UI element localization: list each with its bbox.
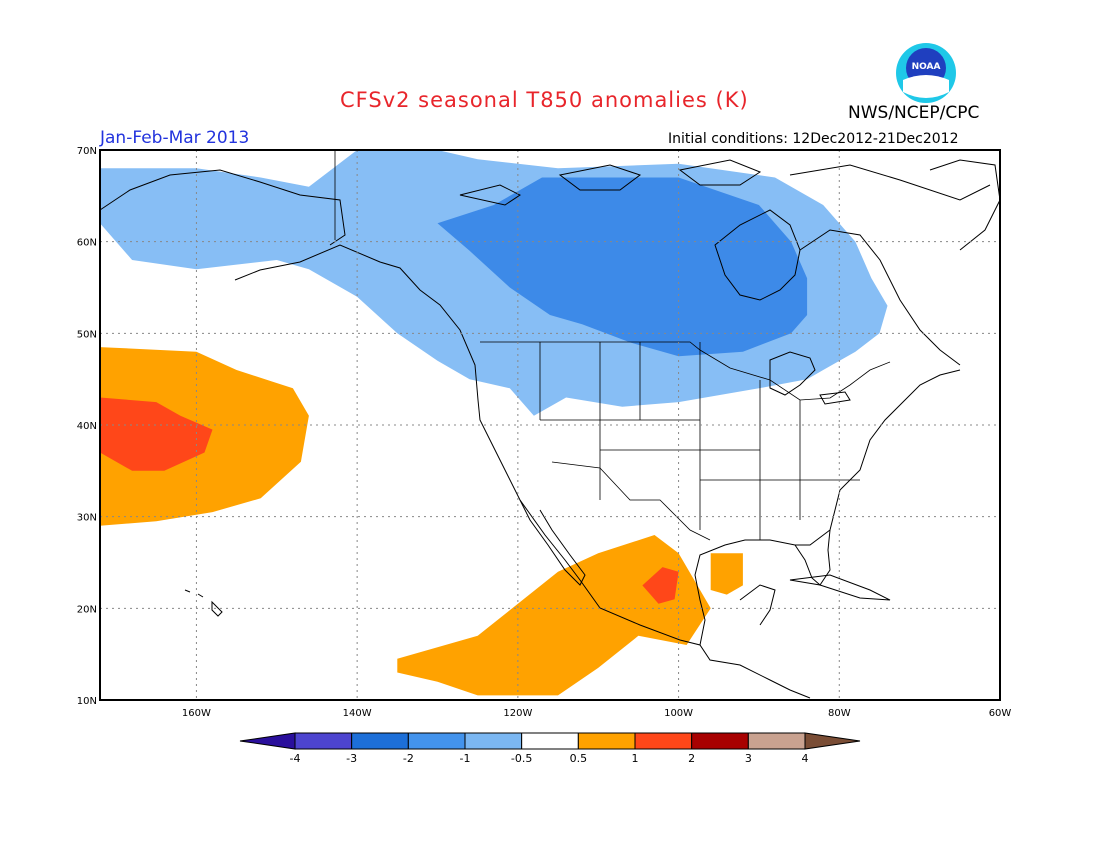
lon-tick-label: 160W [182,708,211,719]
agency-label: NWS/NCEP/CPC [848,103,980,123]
gulf-coast-line [694,369,961,646]
colorbar-label: -4 [290,752,301,765]
us-mexico-border [551,461,711,541]
colorbar-label: 4 [802,752,809,765]
colorbar-label: -0.5 [511,752,532,765]
hudson-bay-line [714,209,801,301]
lat-tick-label: 40N [77,421,97,432]
colorbar-label: 3 [745,752,752,765]
colorbar-label: 2 [688,752,695,765]
colorbar-box [294,732,353,750]
colorbar-max-arrow [804,732,861,750]
colorbar-box [464,732,523,750]
chart-title: CFSv2 seasonal T850 anomalies (K) [340,88,749,112]
colorbar-box [747,732,806,750]
lat-tick-label: 20N [77,604,97,615]
colorbar-label: -1 [460,752,471,765]
map-frame [99,149,1001,701]
region-warm-mexico-orange [397,535,711,696]
state-lines [539,342,860,540]
lat-tick-label: 10N [77,696,97,707]
lat-tick-label: 30N [77,513,97,524]
alaska-line [99,169,346,246]
axis-ticks: 160W 140W 120W 100W 80W 60W 10N 20N 30N 40N 50N 60N… [77,146,1012,719]
arctic-islands-line [459,159,991,206]
colorbar-box [351,732,409,750]
lat-tick-label: 50N [77,329,97,340]
cuba-line [789,574,891,601]
colorbar-min-arrow [239,732,296,750]
initial-conditions: Initial conditions: 12Dec2012-21Dec2012 [668,131,959,147]
lon-tick-label: 60W [989,708,1012,719]
colorbar-label: -2 [403,752,414,765]
west-coast-line [234,244,811,699]
colorbar-box [691,732,749,750]
colorbar-label: 0.5 [570,752,588,765]
region-warm-pacific-red [100,397,213,471]
colorbar: -4 -3 -2 -1 -0.5 0.5 1 2 3 4 [239,732,861,765]
lat-tick-label: 60N [77,238,97,249]
region-cold-medium-canada [437,177,808,357]
baja-line [519,499,586,586]
colorbar-box [634,732,693,750]
yucatan-line [739,584,776,626]
political-borders [334,150,891,541]
lon-tick-label: 80W [828,708,851,719]
colorbar-box [577,732,636,750]
coastlines [99,159,1001,699]
colorbar-label: -3 [346,752,357,765]
logo-text: NOAA [912,62,941,72]
lon-tick-label: 140W [343,708,372,719]
region-warm-gulf-patch [710,553,743,595]
region-warm-mexico-red [642,567,679,604]
colorbar-box [407,732,466,750]
season-label: Jan-Feb-Mar 2013 [100,128,250,148]
hawaii-line [184,589,223,617]
labrador-line [799,229,961,366]
lon-tick-label: 100W [664,708,693,719]
greenland-line [929,159,1001,251]
us-canada-border [480,341,891,401]
colorbar-box [521,732,579,750]
noaa-logo: NOAA [895,42,957,104]
lat-tick-label: 70N [77,146,97,157]
anomaly-regions [100,150,888,696]
lon-tick-label: 120W [503,708,532,719]
great-lakes-line [769,351,851,405]
colorbar-label: 1 [632,752,639,765]
